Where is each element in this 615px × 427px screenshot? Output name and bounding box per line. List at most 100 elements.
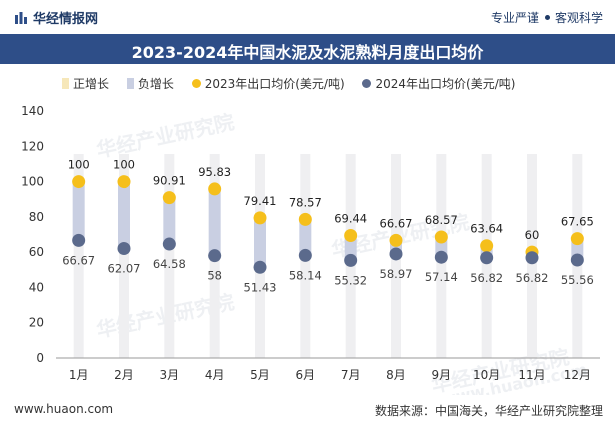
- footer-site[interactable]: www.huaon.com: [14, 402, 114, 416]
- point-2023: [253, 211, 267, 225]
- data-label-2024: 55.56: [561, 273, 594, 287]
- data-label-2024: 51.43: [244, 280, 277, 294]
- data-label-2024: 56.82: [470, 271, 503, 285]
- chart-legend: 正增长 负增长 2023年出口均价(美元/吨) 2024年出口均价(美元/吨): [62, 75, 529, 92]
- brand-logo-icon: [15, 12, 27, 24]
- data-label-2023: 79.41: [244, 194, 277, 208]
- legend-pos-growth: 正增长: [62, 75, 109, 92]
- x-tick-label: 2月: [114, 368, 134, 382]
- data-label-2023: 67.65: [561, 215, 594, 229]
- data-label-2024: 55.32: [334, 273, 367, 287]
- data-label-2024: 58: [207, 269, 222, 283]
- y-tick-label: 40: [29, 280, 44, 294]
- legend-neg-label: 负增长: [137, 77, 174, 91]
- x-tick-label: 9月: [432, 368, 452, 382]
- legend-2023: 2023年出口均价(美元/吨): [191, 75, 345, 92]
- point-2024: [253, 260, 267, 274]
- y-tick-label: 100: [21, 175, 44, 189]
- range-bar: [254, 217, 266, 268]
- point-2024: [570, 253, 584, 267]
- slogan-left: 专业严谨: [490, 11, 539, 25]
- x-tick-label: 1月: [69, 368, 89, 382]
- y-tick-label: 140: [21, 104, 44, 118]
- column-background: [164, 154, 175, 358]
- x-tick-label: 11月: [518, 368, 545, 382]
- range-bar: [299, 219, 312, 256]
- data-label-2023: 95.83: [198, 165, 231, 179]
- legend-2024: 2024年出口均价(美元/吨): [362, 75, 515, 92]
- y-tick-label: 20: [29, 316, 44, 330]
- slogan: 专业严谨 客观科学: [491, 9, 603, 26]
- slogan-right: 客观科学: [554, 11, 603, 25]
- x-tick-label: 6月: [296, 368, 316, 382]
- y-tick-label: 120: [21, 139, 44, 153]
- brand[interactable]: 华经情报网: [14, 8, 98, 27]
- point-2023: [298, 212, 312, 226]
- data-label-2023: 63.64: [470, 222, 503, 236]
- column-background: [73, 154, 84, 358]
- legend-2023-label: 2023年出口均价(美元/吨): [204, 77, 345, 91]
- data-label-2024: 62.07: [108, 261, 141, 275]
- legend-neg-swatch: [126, 78, 134, 89]
- data-label-2023: 90.91: [153, 174, 186, 188]
- brand-name: 华经情报网: [33, 12, 99, 27]
- point-2023: [344, 228, 358, 242]
- chart-title: 2023-2024年中国水泥及水泥熟料月度出口均价: [131, 43, 484, 62]
- legend-2023-swatch: [191, 79, 201, 88]
- footer: www.huaon.com 数据来源：中国海关，华经产业研究院整理: [0, 395, 615, 427]
- footer-source: 数据来源：中国海关，华经产业研究院整理: [374, 404, 603, 418]
- range-bar: [344, 235, 357, 261]
- data-label-2024: 56.82: [516, 271, 549, 285]
- range-bar: [72, 181, 85, 241]
- data-label-2023: 100: [113, 158, 135, 172]
- point-2023: [72, 175, 86, 189]
- x-tick-label: 8月: [386, 368, 406, 382]
- y-tick-label: 0: [36, 351, 44, 365]
- legend-2024-swatch: [362, 79, 372, 88]
- point-2024: [298, 248, 312, 262]
- point-2023: [570, 232, 584, 246]
- point-2024: [344, 253, 358, 267]
- point-2023: [208, 182, 222, 196]
- point-2024: [480, 251, 494, 265]
- point-2023: [434, 230, 448, 244]
- x-tick-label: 5月: [250, 368, 270, 382]
- separator-dot-icon: [544, 15, 550, 20]
- data-label-2023: 66.67: [380, 216, 413, 230]
- top-bar: 华经情报网 专业严谨 客观科学: [0, 0, 615, 34]
- point-2024: [162, 237, 176, 251]
- legend-pos-swatch: [62, 78, 69, 89]
- data-label-2023: 60: [525, 228, 540, 242]
- y-tick-label: 80: [29, 210, 44, 224]
- point-2024: [117, 241, 131, 255]
- x-tick-label: 7月: [341, 368, 361, 382]
- data-label-2023: 69.44: [334, 211, 367, 225]
- point-2023: [117, 175, 131, 189]
- x-tick-label: 3月: [160, 368, 180, 382]
- point-2023: [389, 233, 403, 247]
- data-label-2024: 64.58: [153, 257, 186, 271]
- x-tick-label: 12月: [564, 368, 591, 382]
- data-label-2023: 78.57: [289, 195, 322, 209]
- data-label-2024: 66.67: [62, 253, 95, 267]
- point-2024: [72, 233, 86, 247]
- range-bar: [118, 181, 130, 249]
- y-tick-label: 60: [29, 245, 44, 259]
- x-tick-label: 10月: [473, 368, 500, 382]
- legend-neg-growth: 负增长: [126, 75, 174, 92]
- data-label-2023: 100: [68, 158, 90, 172]
- range-bar: [208, 188, 221, 256]
- legend-pos-label: 正增长: [73, 77, 110, 91]
- data-label-2024: 58.14: [289, 268, 322, 282]
- data-label-2024: 57.14: [425, 270, 458, 284]
- data-label-2023: 68.57: [425, 213, 458, 227]
- title-bar: 2023-2024年中国水泥及水泥熟料月度出口均价: [0, 34, 615, 64]
- point-2024: [525, 251, 539, 265]
- x-tick-label: 4月: [205, 368, 225, 382]
- point-2024: [389, 247, 403, 261]
- range-bar: [163, 197, 176, 245]
- point-2023: [480, 239, 494, 253]
- point-2024: [434, 250, 448, 264]
- legend-2024-label: 2024年出口均价(美元/吨): [375, 77, 516, 91]
